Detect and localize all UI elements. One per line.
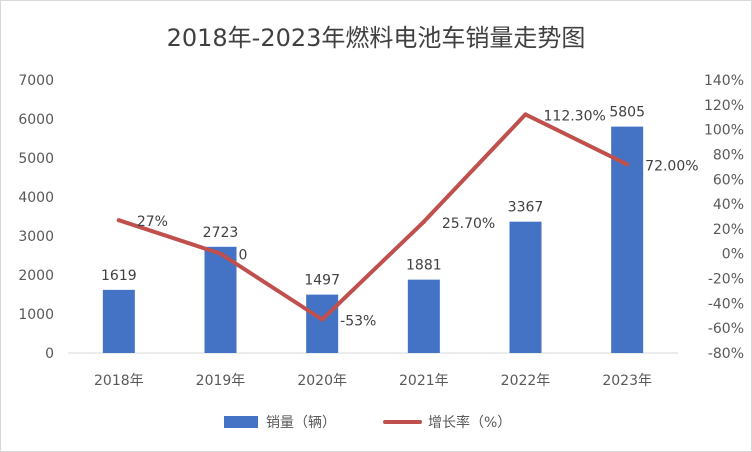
legend-bar-swatch	[224, 416, 258, 428]
x-tick-label: 2018年	[94, 373, 144, 389]
line-data-label: 0	[239, 248, 248, 264]
line-data-label: -53%	[340, 313, 376, 329]
x-tick-label: 2022年	[501, 373, 551, 389]
left-tick-label: 7000	[18, 73, 54, 89]
x-tick-label: 2020年	[297, 373, 347, 389]
bar-data-label: 3367	[508, 200, 544, 216]
line-point	[116, 218, 121, 223]
right-tick-label: -20%	[708, 272, 744, 288]
line-data-label: 25.70%	[442, 216, 495, 232]
bar	[509, 221, 542, 353]
legend: 销量（辆） 增长率（%）	[224, 414, 511, 431]
right-tick-label: 0%	[722, 247, 744, 263]
right-tick-label: 80%	[713, 147, 744, 163]
line-data-label: 72.00%	[645, 158, 698, 174]
right-tick-label: 100%	[704, 123, 744, 139]
x-axis: 2018年 2019年 2020年 2021年 2022年 2023年	[94, 373, 652, 389]
x-tick-label: 2019年	[196, 373, 246, 389]
right-tick-label: -80%	[708, 346, 744, 362]
bar-data-label: 1497	[304, 273, 340, 289]
right-tick-label: 60%	[713, 172, 744, 188]
left-tick-label: 5000	[18, 151, 54, 167]
right-tick-label: -60%	[708, 321, 744, 337]
left-tick-label: 2000	[18, 268, 54, 284]
right-tick-label: 140%	[704, 73, 744, 89]
left-axis: 0 1000 2000 3000 4000 5000 6000 7000	[18, 73, 54, 362]
left-tick-label: 0	[45, 346, 54, 362]
bar-data-label: 1619	[101, 268, 137, 284]
left-tick-label: 6000	[18, 112, 54, 128]
right-tick-label: 120%	[704, 98, 744, 114]
line-point	[421, 219, 426, 224]
line-data-label: 112.30%	[544, 108, 606, 124]
bar	[102, 289, 135, 353]
left-tick-label: 1000	[18, 307, 54, 323]
bar	[407, 279, 440, 353]
line-point	[320, 317, 325, 322]
bar	[204, 246, 237, 353]
line-point	[523, 112, 528, 117]
legend-line-label: 增长率（%）	[428, 414, 511, 431]
legend-bar-label: 销量（辆）	[266, 415, 336, 431]
bar-data-label: 2723	[203, 225, 239, 241]
right-tick-label: -40%	[708, 296, 744, 312]
x-tick-label: 2021年	[399, 373, 449, 389]
line-point	[218, 251, 223, 256]
right-tick-label: 40%	[713, 197, 744, 213]
left-tick-label: 4000	[18, 190, 54, 206]
right-axis: -80% -60% -40% -20% 0% 20% 40% 60% 80% 100% 120% 14…	[704, 73, 744, 362]
bar	[306, 294, 339, 353]
x-tick-label: 2023年	[602, 373, 652, 389]
left-tick-label: 3000	[18, 229, 54, 245]
bar-data-label: 1881	[406, 258, 442, 274]
chart-title: 2018年-2023年燃料电池车销量走势图	[167, 24, 586, 52]
line-point	[625, 162, 630, 167]
right-tick-label: 20%	[713, 222, 744, 238]
line-data-label: 27%	[137, 214, 168, 230]
growth-line	[116, 112, 630, 322]
line-series	[116, 112, 630, 322]
bar-data-label: 5805	[609, 105, 645, 121]
data-labels: 1619 2723 1497 1881 3367 5805 27% 0 -53% 25.70% 11…	[101, 105, 699, 330]
